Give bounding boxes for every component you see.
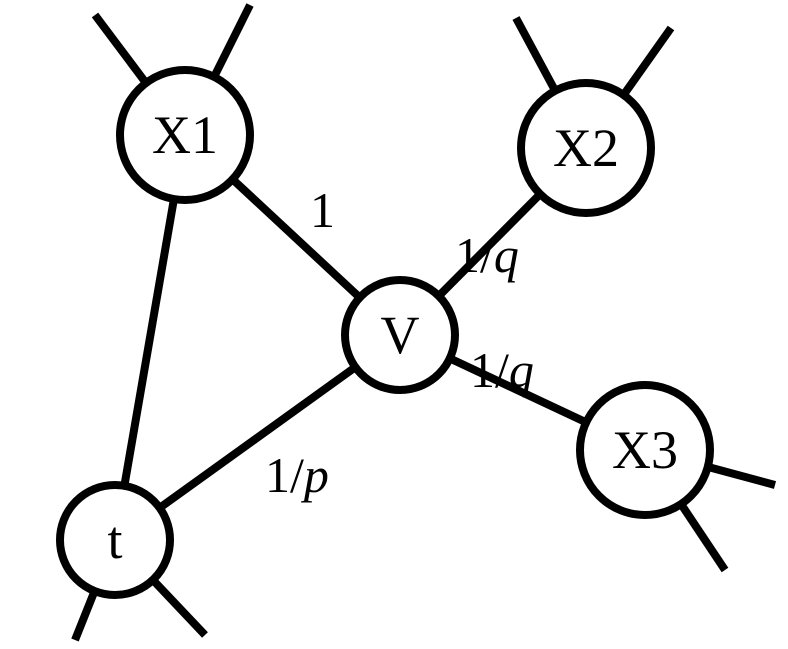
external-edge-X1-0 [95, 15, 146, 83]
edge-label-t-V: 1/p [265, 447, 329, 503]
edge-label-X3-V: 1/q [470, 342, 534, 398]
node-label-V: V [381, 305, 420, 365]
edge-t-X1 [124, 199, 174, 486]
edge-label-X1-V: 1 [310, 182, 335, 238]
node-label-X3: X3 [612, 420, 678, 480]
external-edge-X1-1 [214, 5, 250, 77]
external-edge-t-6 [75, 591, 95, 640]
node-label-t: t [107, 510, 122, 570]
node-label-X1: X1 [152, 105, 218, 165]
edge-label-X2-V: 1/q [455, 227, 519, 283]
edge-X1-V [233, 179, 360, 297]
network-diagram: X1 X2 V X3 t 1 1/q 1/q 1/p [0, 0, 788, 649]
external-edge-t-7 [153, 580, 205, 635]
nodes-layer: X1 X2 V X3 t [60, 70, 710, 595]
node-label-X2: X2 [553, 118, 619, 178]
external-edge-X2-3 [624, 28, 671, 95]
external-edge-X3-5 [708, 467, 775, 485]
external-edge-X3-4 [681, 504, 725, 570]
external-edge-X2-2 [516, 18, 555, 91]
